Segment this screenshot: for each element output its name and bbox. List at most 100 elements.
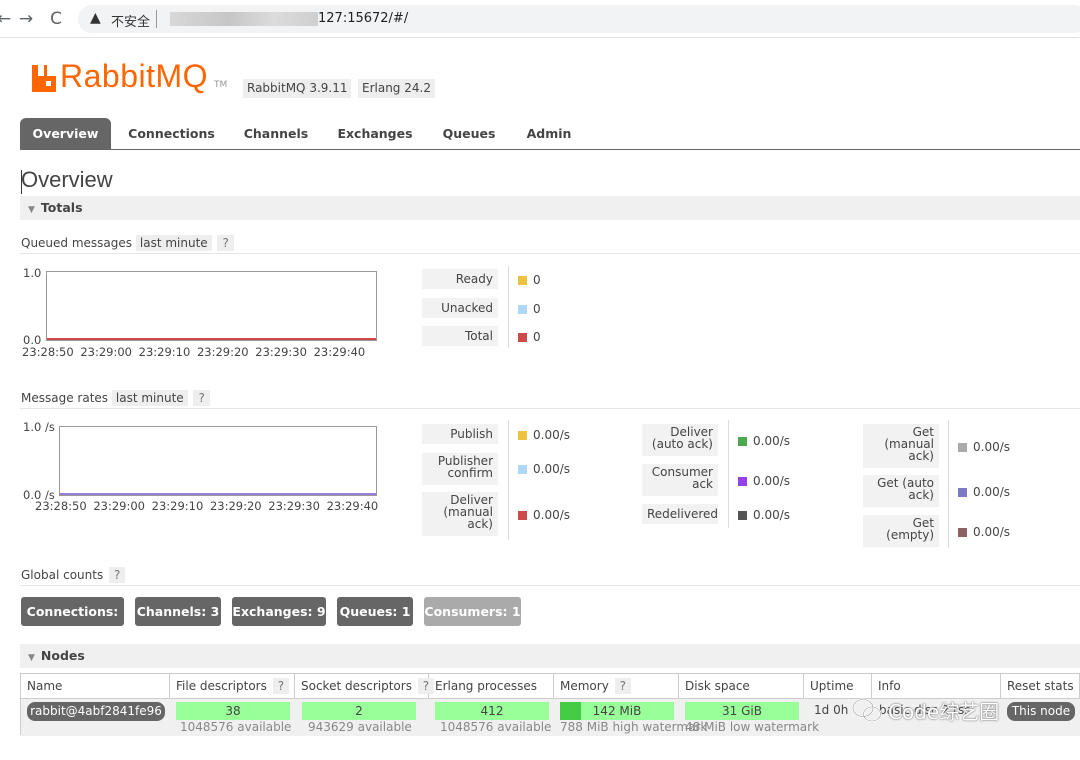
get-manual-ack-label: Get (manual ack) <box>863 424 939 468</box>
rates-help-button[interactable]: ? <box>193 390 210 406</box>
total-label: Total <box>422 326 498 346</box>
queued-messages-chart <box>46 271 377 341</box>
rates-x-tick: 23:29:00 <box>93 499 145 513</box>
reload-icon[interactable]: C <box>50 9 62 29</box>
ready-value: 0 <box>518 273 541 287</box>
message-rates-header: Message rates last minute ? <box>21 390 210 406</box>
consumer-ack-value: 0.00/s <box>738 474 790 488</box>
exchanges-count-button[interactable]: Exchanges: 9 <box>232 597 326 626</box>
main-tabs: Overview Connections Channels Exchanges … <box>20 118 1080 150</box>
tab-connections[interactable]: Connections <box>128 126 215 141</box>
get-empty-value: 0.00/s <box>958 525 1010 539</box>
address-bar[interactable]: ▲ 不安全 127:15672/#/ <box>78 5 1080 33</box>
column-header-file-descriptors: File descriptors ? <box>170 674 295 698</box>
total-swatch <box>518 333 527 342</box>
consumer-ack-label: Consumer ack <box>642 464 718 496</box>
reset-this-node-button[interactable]: This node <box>1007 702 1075 721</box>
memory-high-watermark: 788 MiB high watermark <box>560 720 708 734</box>
get-auto-ack-value: 0.00/s <box>958 485 1010 499</box>
deliver-manual-ack-label: Deliver (manual ack) <box>422 492 498 536</box>
page-title: Overview <box>21 167 113 192</box>
publish-rate: 0.00/s <box>533 428 571 442</box>
logo-text-rabbit: Rabbit <box>60 58 156 94</box>
get-manual-ack-swatch <box>958 443 967 452</box>
column-header-uptime: Uptime <box>804 674 872 698</box>
tab-queues[interactable]: Queues <box>442 126 496 141</box>
rates-x-tick: 23:28:50 <box>35 499 87 513</box>
queued-help-button[interactable]: ? <box>217 235 234 251</box>
socket-descriptors-available: 943629 available <box>308 720 412 734</box>
publish-value: 0.00/s <box>518 428 570 442</box>
totals-section-header[interactable]: ▼ Totals <box>20 196 1080 220</box>
redelivered-value: 0.00/s <box>738 508 790 522</box>
column-header-memory: Memory ? <box>554 674 679 698</box>
deliver-manual-ack-value: 0.00/s <box>518 508 570 522</box>
rates-y-bottom-label: 0.0 /s <box>23 488 55 502</box>
nodes-title: Nodes <box>40 648 85 663</box>
divider <box>508 266 509 348</box>
forward-arrow-icon[interactable]: → <box>18 9 34 29</box>
queued-x-tick: 23:29:30 <box>255 345 307 359</box>
deliver-auto-ack-rate: 0.00/s <box>753 434 791 448</box>
redelivered-label: Redelivered <box>642 504 718 524</box>
get-auto-ack-label: Get (auto ack) <box>863 475 939 507</box>
queued-y-bottom-label: 0.0 <box>23 333 42 347</box>
consumers-count-button[interactable]: Consumers: 1 <box>424 597 521 626</box>
column-header-disk-space: Disk space <box>679 674 804 698</box>
queued-x-tick: 23:29:00 <box>80 345 132 359</box>
channels-count-button[interactable]: Channels: 3 <box>135 597 221 626</box>
file-descriptors-available: 1048576 available <box>180 720 292 734</box>
global-counts-label: Global counts <box>21 568 104 582</box>
queued-messages-label: Queued messages <box>21 236 133 250</box>
file-descriptors-help-button[interactable]: ? <box>272 678 290 694</box>
text-cursor <box>21 170 22 194</box>
rabbitmq-logo-icon <box>32 65 56 92</box>
erlang-processes-bar: 412 <box>435 702 549 720</box>
global-counts-help-button[interactable]: ? <box>109 567 126 583</box>
nodes-section-header[interactable]: ▼ Nodes <box>20 644 1080 668</box>
rates-x-tick: 23:29:10 <box>151 499 204 513</box>
tab-channels[interactable]: Channels <box>243 126 309 141</box>
publish-swatch <box>518 431 527 440</box>
queued-x-tick: 23:29:20 <box>196 345 249 359</box>
deliver-manual-ack-swatch <box>518 511 527 520</box>
back-arrow-icon[interactable]: ← <box>0 9 12 29</box>
divider <box>20 585 1080 586</box>
wechat-icon <box>852 698 882 722</box>
browser-toolbar: ← → C ▲ 不安全 127:15672/#/ <box>0 0 1080 38</box>
divider <box>728 420 729 528</box>
logo-text: RabbitMQ <box>60 58 208 95</box>
queued-range-selector[interactable]: last minute <box>135 235 212 251</box>
socket-descriptors-help-button[interactable]: ? <box>417 678 435 694</box>
totals-title: Totals <box>40 200 83 215</box>
ready-label: Ready <box>422 269 498 289</box>
node-name-link[interactable]: rabbit@4abf2841fe96 <box>27 702 165 721</box>
queued-y-top-label: 1.0 <box>23 266 42 280</box>
logo-trademark: TM <box>214 80 228 90</box>
rates-x-ticks: 23:28:50 23:29:00 23:29:10 23:29:20 23:2… <box>35 499 381 513</box>
connections-count-button[interactable]: Connections: 2 <box>21 597 124 648</box>
deliver-auto-ack-swatch <box>738 437 747 446</box>
total-count: 0 <box>533 330 541 344</box>
queues-count-button[interactable]: Queues: 1 <box>337 597 413 626</box>
rates-x-tick: 23:29:40 <box>326 499 379 513</box>
queued-x-tick: 23:29:40 <box>313 345 366 359</box>
memory-value: 142 MiB <box>592 704 642 718</box>
get-empty-swatch <box>958 528 967 537</box>
logo-text-mq: MQ <box>155 58 209 94</box>
get-empty-rate: 0.00/s <box>973 525 1011 539</box>
queued-total-series-line <box>47 338 376 340</box>
memory-header-label: Memory <box>560 679 609 693</box>
tab-admin[interactable]: Admin <box>526 126 572 141</box>
insecure-label: 不安全 <box>111 15 151 30</box>
tab-overview[interactable]: Overview <box>20 118 111 150</box>
publisher-confirm-label: Publisher confirm <box>422 453 498 485</box>
uptime-value: 1d 0h <box>814 703 849 717</box>
redelivered-swatch <box>738 511 747 520</box>
publisher-confirm-swatch <box>518 465 527 474</box>
info-badges: basic disc 2 rss <box>879 703 971 717</box>
rates-range-selector[interactable]: last minute <box>111 390 188 406</box>
memory-help-button[interactable]: ? <box>614 678 632 694</box>
queued-messages-header: Queued messages last minute ? <box>21 235 234 251</box>
tab-exchanges[interactable]: Exchanges <box>337 126 413 141</box>
